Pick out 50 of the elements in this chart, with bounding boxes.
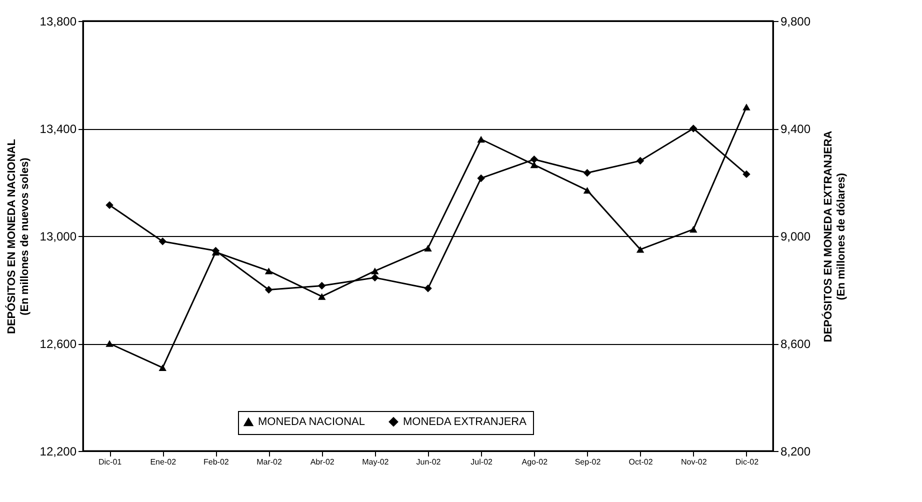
x-tick-label: Feb-02 [204, 458, 230, 466]
point [318, 282, 326, 290]
point [106, 340, 114, 347]
x-tick-label: Oct-02 [628, 458, 654, 466]
legend-label: MONEDA NACIONAL [258, 416, 365, 428]
x-tick-label: Dic-01 [98, 458, 122, 466]
x-tick-label: Dic-02 [735, 458, 760, 466]
point [318, 293, 326, 300]
x-tick-label: Mar-02 [256, 458, 282, 466]
point [742, 104, 750, 110]
x-tick-label: Jun-02 [416, 458, 442, 466]
point [424, 244, 432, 252]
point [424, 284, 432, 292]
y2-tick-label: 9,000 [780, 230, 811, 244]
point [636, 246, 644, 253]
y-tick-label: 13,000 [40, 230, 77, 244]
point [583, 186, 592, 194]
point [742, 170, 750, 178]
y-tick-label: 12,200 [40, 444, 77, 458]
y-axis-title: DEPÓSITOS EN MONEDA NACIONAL (En millones de nuevos soles) [4, 138, 31, 334]
x-tick-label: Sep-02 [574, 458, 602, 466]
y-tick-label: 12,600 [40, 337, 77, 351]
point [158, 364, 166, 372]
x-tick-label: Ago-02 [522, 458, 548, 466]
x-tick-label: Ene-02 [150, 458, 177, 466]
point [530, 156, 538, 164]
point [106, 201, 114, 209]
point [636, 156, 644, 165]
point [690, 226, 698, 233]
x-tick-label: Abr-02 [310, 458, 335, 466]
y2-tick-label: 9,800 [780, 14, 811, 28]
point [690, 124, 698, 132]
point [371, 274, 379, 282]
y-tick-label: 13,400 [40, 122, 77, 136]
point [583, 168, 592, 177]
point [477, 174, 485, 182]
point [371, 268, 379, 274]
y2-tick-label: 9,400 [780, 122, 811, 136]
x-tick-label: May-02 [362, 458, 390, 466]
y-tick-label: 13,800 [40, 14, 77, 28]
y2-tick-label: 8,200 [780, 444, 811, 458]
x-tick-label: Jul-02 [470, 458, 494, 466]
point [264, 268, 273, 274]
legend-label: MONEDA EXTRANJERA [403, 416, 528, 428]
point [264, 286, 273, 294]
point [477, 136, 485, 143]
x-tick-label: Nov-02 [680, 458, 708, 466]
y2-tick-label: 8,600 [780, 337, 811, 351]
point [158, 238, 166, 246]
y2-axis-title: DEPÓSITOS EN MONEDA EXTRANJERA (En millones de dólares) [822, 130, 848, 342]
